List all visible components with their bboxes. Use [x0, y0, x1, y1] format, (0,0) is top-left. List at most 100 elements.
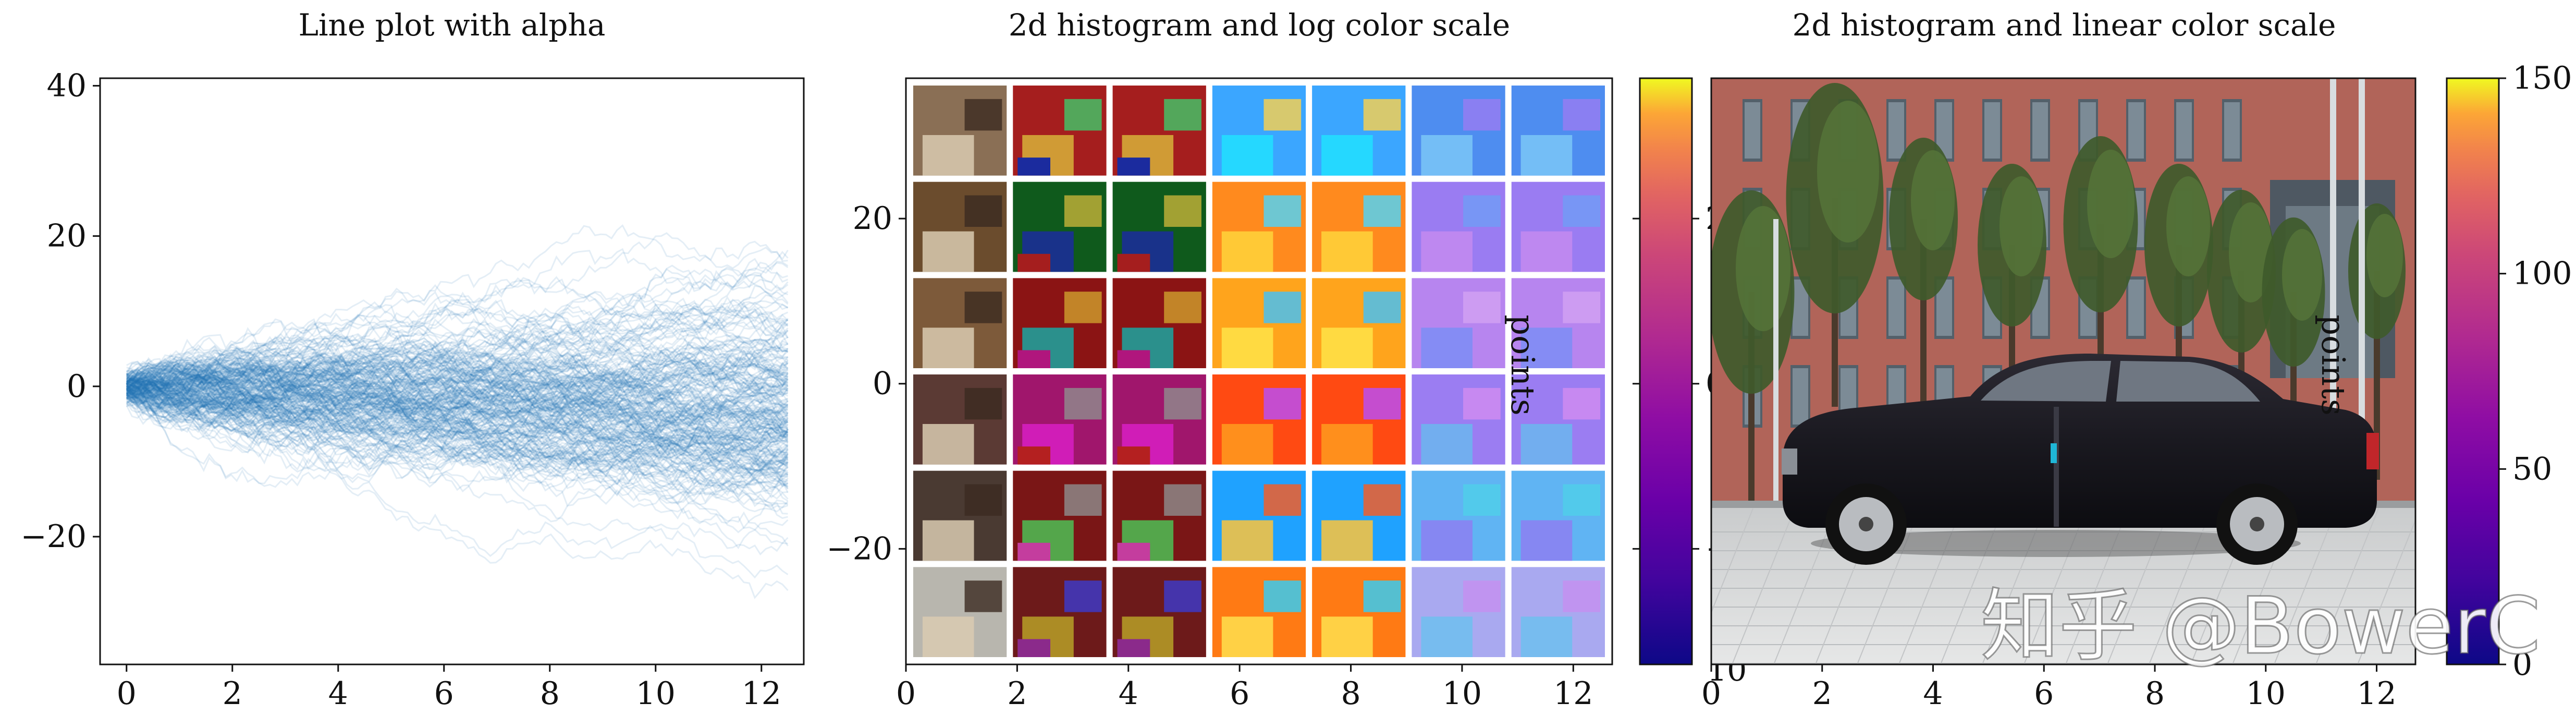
- log-xtick-label: 8: [1341, 675, 1360, 712]
- series-line: [126, 360, 789, 446]
- line-ytick-label: 20: [47, 218, 87, 255]
- series-line: [126, 337, 789, 405]
- line-xtick-label: 8: [540, 675, 560, 712]
- series-line: [126, 359, 789, 420]
- log-xtick-label: 4: [1119, 675, 1138, 712]
- series-line: [126, 262, 789, 407]
- photo-image: [1711, 78, 2415, 664]
- series-line: [126, 338, 788, 385]
- series-line: [126, 365, 789, 495]
- series-line: [126, 387, 789, 523]
- series-line: [126, 381, 789, 482]
- series-line: [126, 376, 789, 487]
- series-line: [126, 310, 789, 386]
- series-line: [126, 313, 789, 425]
- series-line: [126, 331, 789, 398]
- series-line: [126, 368, 789, 418]
- linear-xtick-label: 0: [1701, 675, 1721, 712]
- series-line: [126, 305, 789, 395]
- series-line: [126, 358, 788, 439]
- cb-linear-ytick-label: 150: [2512, 60, 2572, 96]
- series-line: [126, 377, 789, 421]
- series-line: [126, 335, 788, 425]
- series-line: [126, 393, 788, 515]
- series-line: [126, 397, 789, 505]
- series-line: [126, 360, 789, 440]
- series-line: [126, 362, 789, 486]
- log-xtick-label: 10: [1442, 675, 1482, 712]
- series-line: [126, 362, 788, 416]
- series-line: [126, 362, 789, 488]
- series-line: [126, 370, 789, 440]
- line-ytick-label: −20: [20, 518, 87, 555]
- series-line: [126, 379, 788, 479]
- series-line: [126, 358, 789, 419]
- series-line: [126, 341, 789, 403]
- series-line: [126, 248, 789, 381]
- series-line: [126, 387, 789, 491]
- series-line: [126, 372, 789, 550]
- series-line: [126, 381, 789, 448]
- series-line: [126, 369, 789, 456]
- series-line: [126, 399, 789, 599]
- series-line: [126, 361, 789, 429]
- series-line: [126, 373, 788, 441]
- series-line: [126, 343, 789, 428]
- series-line: [126, 365, 788, 454]
- series-line: [126, 358, 789, 444]
- series-line: [126, 393, 789, 496]
- series-line: [126, 361, 789, 428]
- series-line: [126, 359, 789, 449]
- series-line: [126, 374, 789, 421]
- linear-xtick-label: 8: [2145, 675, 2165, 712]
- series-line: [126, 357, 789, 456]
- series-line: [126, 366, 788, 502]
- series-line: [126, 356, 788, 400]
- series-line: [126, 260, 789, 390]
- series-line: [126, 276, 789, 398]
- series-line: [126, 341, 789, 413]
- series-line: [126, 390, 788, 447]
- series-line: [126, 342, 789, 484]
- axes-line: 0 2 4 6 8 10 12 −20 0 20 40: [20, 67, 781, 712]
- series-line: [126, 346, 788, 418]
- image-grid: [913, 86, 1605, 657]
- series-line: [126, 355, 788, 428]
- series-line: [126, 356, 788, 421]
- series-line: [126, 356, 789, 408]
- series-line: [126, 386, 789, 473]
- series-line: [126, 298, 789, 381]
- series-line: [126, 341, 788, 421]
- series-line: [126, 355, 789, 454]
- series-line: [126, 357, 789, 407]
- series-line: [126, 378, 788, 479]
- series-line: [126, 379, 788, 436]
- series-line: [126, 370, 789, 437]
- axis-label-points-log: points: [1504, 314, 1542, 416]
- series-line: [126, 375, 789, 478]
- series-line: [126, 366, 789, 493]
- series-line: [126, 365, 788, 440]
- series-line: [126, 368, 789, 451]
- plot-frame-log: [905, 77, 1613, 665]
- series-line: [126, 298, 789, 390]
- series-line: [126, 366, 789, 433]
- series-line: [126, 300, 789, 406]
- series-line: [126, 380, 789, 457]
- series-line: [126, 383, 788, 485]
- series-line: [126, 356, 789, 405]
- panel-line-plot: Line plot with alpha 0 2 4 6 8 10 12 −20 0 20 40: [20, 7, 805, 712]
- series-line: [126, 364, 789, 490]
- series-line: [126, 360, 788, 487]
- series-line: [126, 370, 788, 422]
- series-line: [126, 387, 789, 459]
- series-line: [126, 385, 789, 480]
- watermark-text: 知乎 @BowerC: [1981, 581, 2541, 672]
- series-line: [126, 344, 789, 415]
- colorbar-linear: [2446, 77, 2500, 665]
- series-line: [126, 342, 789, 453]
- series-line: [126, 338, 789, 434]
- series-line: [126, 293, 789, 399]
- series-line: [126, 325, 789, 414]
- log-xtick-label: 6: [1230, 675, 1249, 712]
